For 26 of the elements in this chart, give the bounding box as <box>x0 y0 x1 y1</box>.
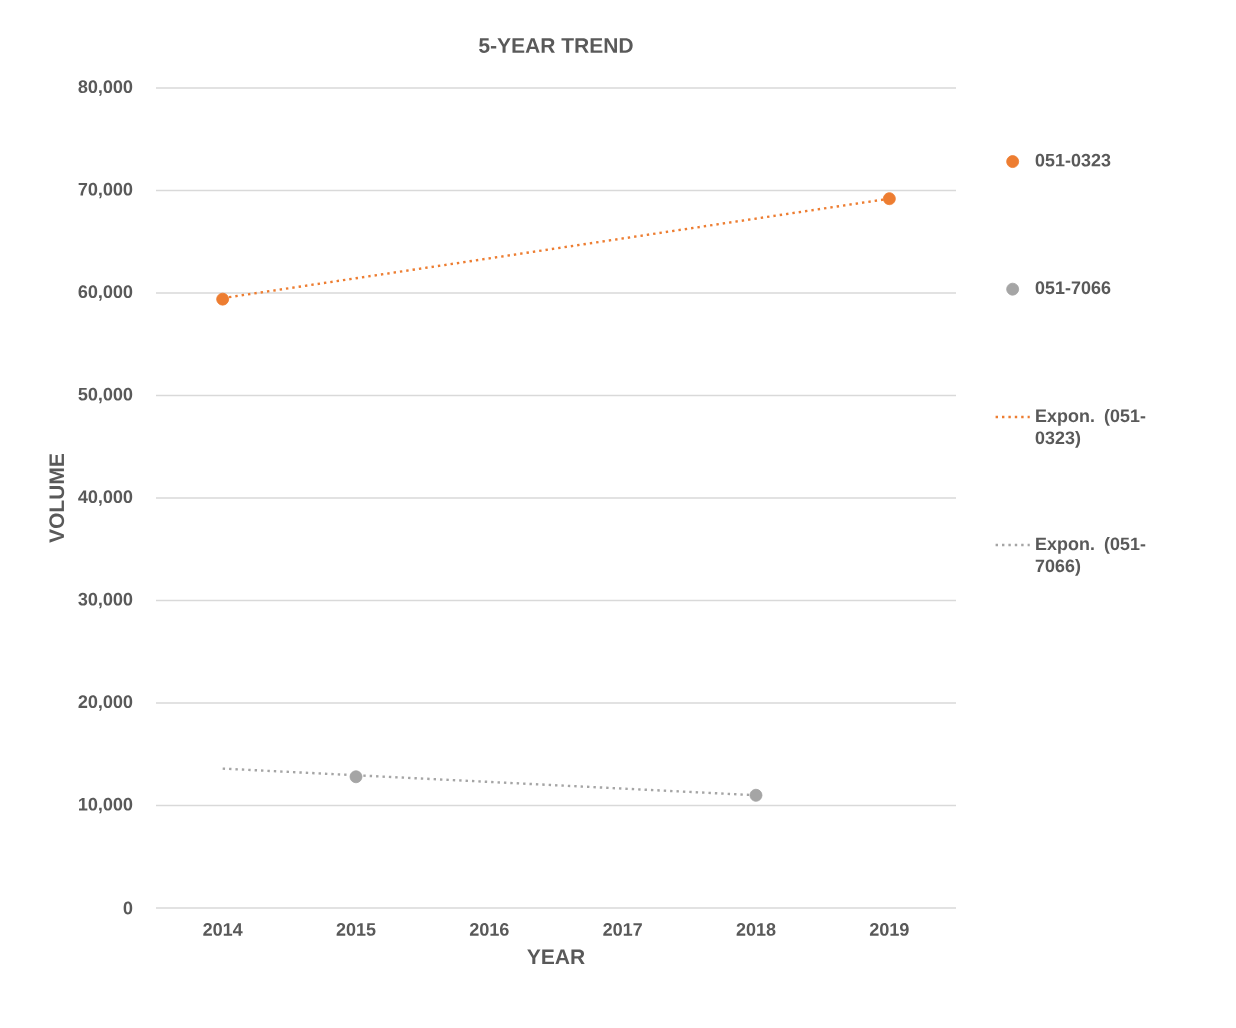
point <box>749 788 763 802</box>
y-tick-label: 70,000 <box>78 182 133 199</box>
y-tick-label: 50,000 <box>78 387 133 404</box>
x-tick-label: 2014 <box>203 923 243 936</box>
y-tick-label: 40,000 <box>78 490 133 506</box>
x-tick-label: 2017 <box>603 923 642 936</box>
point <box>882 192 896 206</box>
y-tick-label: 80,000 <box>78 80 133 96</box>
y-tick-label: 20,000 <box>78 695 133 711</box>
legend-label: 051-0323 <box>1035 153 1111 167</box>
x-tick-label: 2019 <box>869 923 909 936</box>
y-tick-label: 10,000 <box>79 797 133 814</box>
point <box>216 292 230 306</box>
x-axis-title: YEAR <box>527 949 585 964</box>
legend-label: Expon. (051-0323) <box>1035 408 1146 448</box>
legend-label: 051-7066 <box>1035 281 1111 295</box>
y-tick-label: 0 <box>123 901 133 915</box>
y-axis-title: VOLUME <box>49 453 65 543</box>
chart-title: 5-YEAR TREND <box>479 38 633 53</box>
x-tick-label: 2016 <box>469 923 509 936</box>
y-tick-label: 30,000 <box>78 592 133 609</box>
legend-label: Expon. (051-7066) <box>1035 536 1146 576</box>
x-tick-label: 2015 <box>336 923 376 936</box>
point <box>349 770 363 784</box>
x-tick-label: 2018 <box>736 923 776 936</box>
y-tick-label: 60,000 <box>78 285 133 301</box>
